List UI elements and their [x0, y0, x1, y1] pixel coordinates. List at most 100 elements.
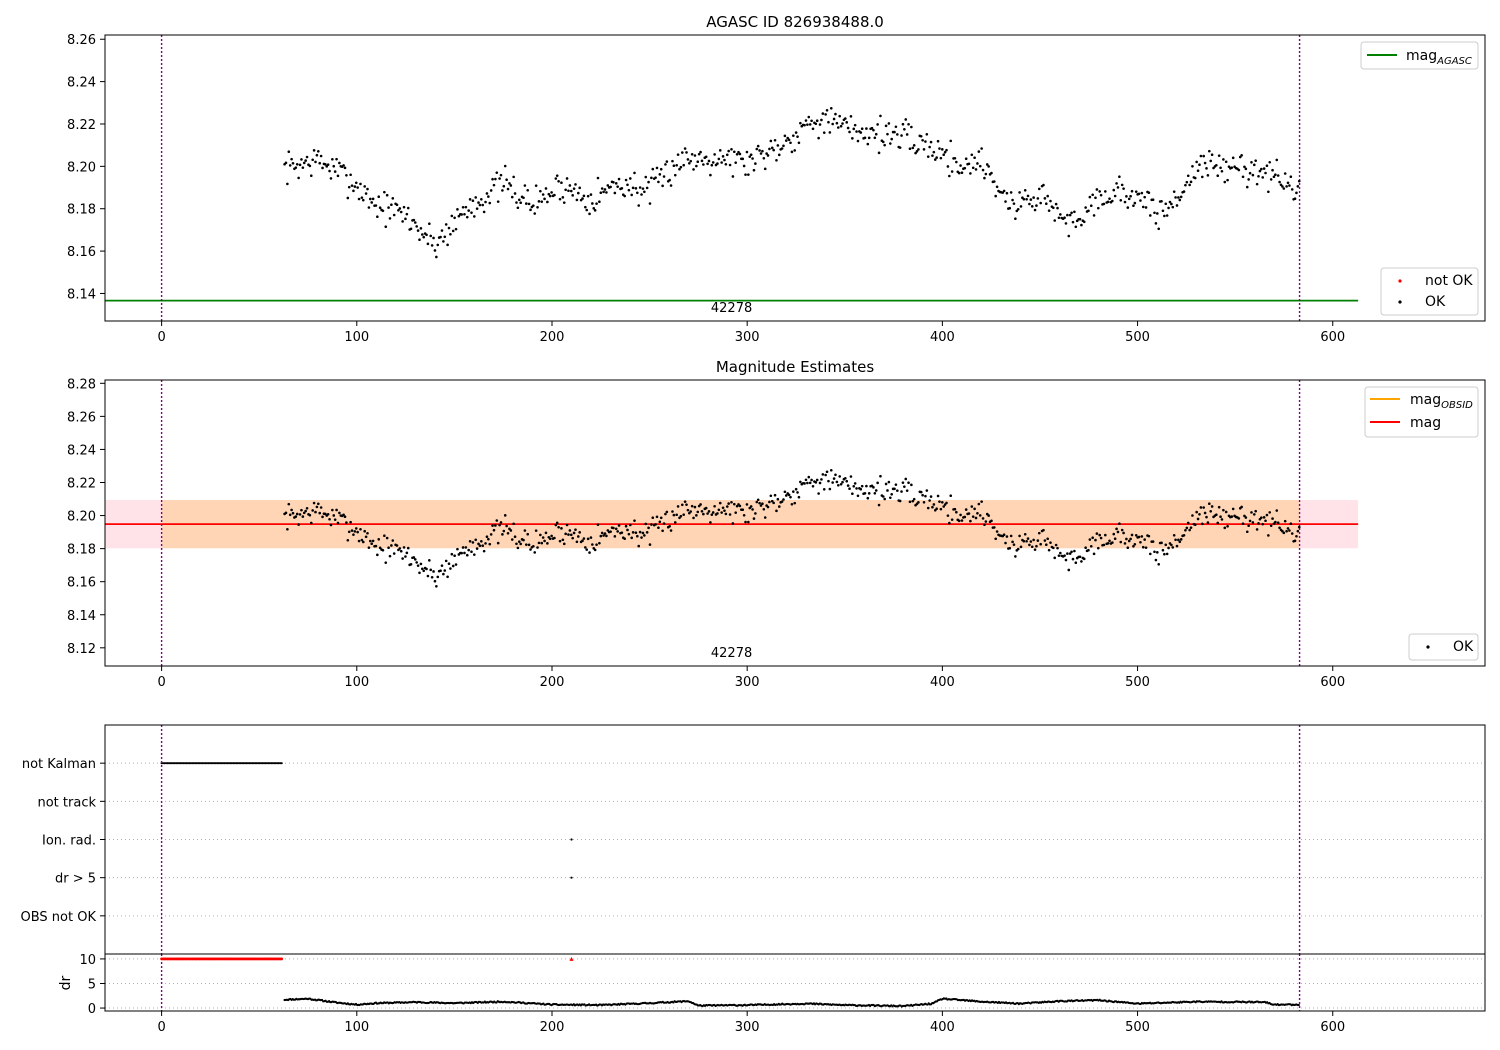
- magnitude-point: [1118, 522, 1121, 525]
- magnitude-point: [295, 163, 299, 166]
- magnitude-point: [1290, 188, 1294, 191]
- magnitude-point: [304, 159, 307, 162]
- magnitude-point: [669, 184, 673, 187]
- magnitude-point: [456, 208, 459, 211]
- dr-capped-point: [280, 957, 284, 961]
- magnitude-point: [432, 236, 435, 240]
- magnitude-point: [1094, 538, 1097, 542]
- x-tick-label: 500: [1125, 675, 1150, 690]
- magnitude-point: [655, 166, 659, 170]
- magnitude-point: [754, 512, 757, 515]
- magnitude-point: [1264, 519, 1267, 523]
- magnitude-point: [1130, 189, 1134, 193]
- magnitude-point: [564, 188, 567, 192]
- magnitude-point: [884, 482, 888, 486]
- magnitude-point: [526, 188, 530, 192]
- magnitude-point: [596, 176, 600, 180]
- magnitude-point: [326, 512, 330, 516]
- magnitude-point: [1140, 535, 1144, 538]
- magnitude-point: [1288, 529, 1291, 532]
- magnitude-point: [1122, 187, 1125, 190]
- magnitude-point: [629, 523, 632, 527]
- magnitude-point: [1172, 534, 1176, 537]
- magnitude-point: [463, 212, 466, 216]
- magnitude-point: [1099, 193, 1103, 197]
- magnitude-point: [799, 121, 802, 125]
- magnitude-point: [1112, 532, 1116, 536]
- magnitude-point: [305, 155, 309, 159]
- magnitude-point: [796, 135, 799, 138]
- magnitude-point: [716, 162, 719, 165]
- magnitude-point: [964, 508, 968, 511]
- magnitude-point: [1178, 540, 1182, 544]
- magnitude-point: [796, 491, 799, 494]
- magnitude-point: [1222, 158, 1225, 161]
- magnitude-point: [1059, 213, 1062, 216]
- magnitude-point: [475, 547, 479, 550]
- magnitude-point: [1039, 201, 1042, 205]
- magnitude-point: [938, 147, 941, 150]
- magnitude-point: [508, 182, 511, 185]
- magnitude-point: [1137, 192, 1141, 196]
- magnitude-point: [926, 506, 930, 510]
- magnitude-point: [471, 541, 475, 544]
- magnitude-point: [1125, 537, 1128, 541]
- magnitude-point: [790, 150, 794, 154]
- magnitude-point: [1267, 534, 1270, 537]
- magnitude-point: [352, 189, 355, 193]
- magnitude-point: [419, 562, 423, 566]
- magnitude-point: [391, 539, 395, 542]
- magnitude-point: [704, 506, 708, 510]
- magnitude-point: [409, 562, 413, 566]
- magnitude-point: [1224, 510, 1228, 514]
- magnitude-point: [1237, 517, 1241, 520]
- magnitude-point: [1188, 528, 1191, 532]
- magnitude-point: [468, 540, 472, 543]
- magnitude-point: [1184, 528, 1187, 532]
- magnitude-point: [775, 509, 778, 513]
- magnitude-point: [1132, 544, 1135, 548]
- magnitude-point: [505, 524, 508, 528]
- magnitude-point: [727, 149, 730, 153]
- magnitude-point: [1153, 550, 1156, 554]
- magnitude-point: [388, 554, 392, 558]
- magnitude-point: [1115, 182, 1118, 185]
- magnitude-point: [775, 158, 778, 162]
- magnitude-point: [950, 518, 954, 521]
- magnitude-point: [817, 492, 820, 495]
- magnitude-point: [503, 164, 507, 168]
- magnitude-point: [627, 188, 631, 192]
- magnitude-point: [1056, 546, 1059, 550]
- dr-point: [1297, 1003, 1300, 1007]
- magnitude-point: [630, 193, 633, 197]
- magnitude-point: [376, 215, 379, 218]
- magnitude-point: [392, 552, 396, 555]
- magnitude-point: [481, 544, 485, 548]
- magnitude-point: [527, 543, 531, 547]
- magnitude-point: [852, 127, 856, 131]
- magnitude-point: [1059, 551, 1062, 555]
- magnitude-point: [1241, 175, 1245, 179]
- magnitude-point: [1185, 180, 1189, 184]
- magnitude-point: [741, 157, 745, 161]
- magnitude-point: [543, 197, 546, 201]
- magnitude-point: [425, 567, 428, 571]
- magnitude-point: [1271, 517, 1274, 520]
- magnitude-point: [1163, 214, 1166, 218]
- magnitude-point: [578, 531, 581, 534]
- magnitude-point: [1258, 169, 1262, 173]
- magnitude-point: [439, 569, 442, 573]
- magnitude-point: [494, 524, 497, 527]
- magnitude-point: [449, 232, 452, 236]
- magnitude-point: [484, 542, 487, 545]
- magnitude-point: [367, 206, 371, 209]
- magnitude-point: [345, 173, 348, 177]
- magnitude-point: [766, 505, 770, 509]
- magnitude-point: [845, 121, 849, 124]
- magnitude-point: [421, 233, 424, 236]
- magnitude-point: [329, 523, 333, 527]
- magnitude-point: [378, 546, 382, 550]
- magnitude-point: [1179, 195, 1183, 199]
- magnitude-point: [1278, 180, 1281, 184]
- magnitude-point: [883, 143, 886, 147]
